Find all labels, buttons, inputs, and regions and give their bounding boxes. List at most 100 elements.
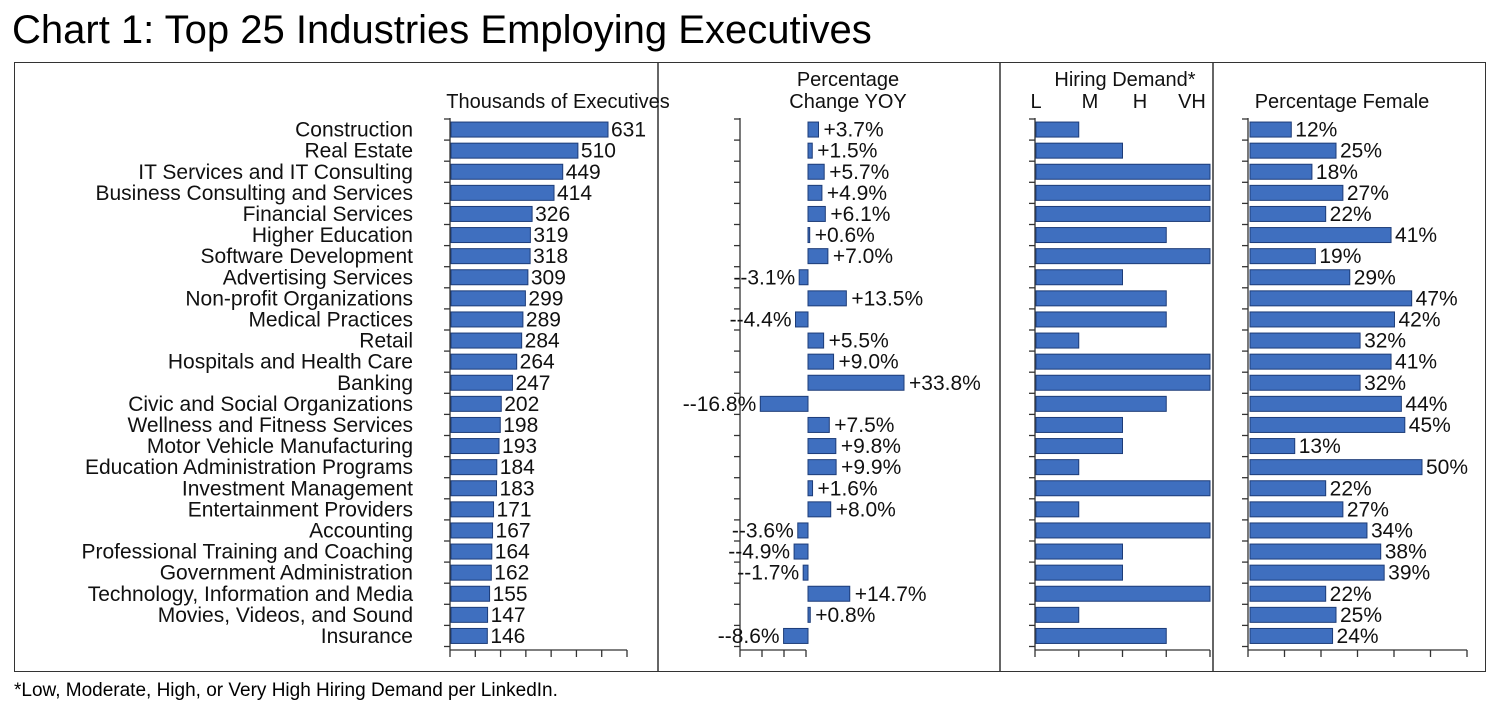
female-pct-bar (1249, 459, 1423, 476)
female-pct-label: 34% (1371, 519, 1413, 542)
executives-bar (450, 269, 529, 286)
hiring-demand-bar (1035, 353, 1211, 370)
female-pct-bar (1249, 374, 1361, 391)
panel-header: Percentage Female (1255, 91, 1430, 113)
yoy-change-label: +7.0% (833, 245, 893, 268)
hiring-demand-bar (1035, 311, 1167, 328)
female-pct-bar (1249, 269, 1351, 286)
yoy-change-label: +5.7% (829, 161, 889, 184)
yoy-change-label: --4.4% (730, 308, 792, 331)
hiring-demand-bar (1035, 416, 1123, 433)
executives-value-label: 171 (497, 498, 532, 521)
female-pct-bar (1249, 522, 1368, 539)
hiring-demand-bar (1035, 290, 1167, 307)
executives-value-label: 510 (581, 140, 616, 163)
executives-bar (450, 459, 498, 476)
female-pct-bar (1249, 543, 1382, 560)
female-pct-label: 27% (1347, 498, 1389, 521)
executives-value-label: 318 (533, 245, 568, 268)
executives-bar (450, 416, 501, 433)
yoy-change-bar (797, 522, 809, 539)
executives-value-label: 289 (526, 308, 561, 331)
hiring-demand-bar (1035, 564, 1123, 581)
hiring-demand-bar (1035, 480, 1211, 497)
category-label: Technology, Information and Media (88, 583, 414, 606)
executives-bar (450, 438, 500, 455)
executives-bar (450, 522, 494, 539)
female-pct-label: 25% (1340, 604, 1382, 627)
executives-value-label: 264 (520, 351, 555, 374)
executives-bar (450, 374, 513, 391)
yoy-change-bar (795, 311, 809, 328)
executives-bar (450, 163, 564, 180)
yoy-change-label: +6.1% (830, 203, 890, 226)
yoy-change-bar (807, 290, 847, 307)
hiring-demand-bar (1035, 121, 1080, 138)
female-pct-label: 38% (1385, 541, 1427, 564)
category-label: Non-profit Organizations (185, 287, 413, 310)
category-label: Software Development (201, 245, 414, 268)
executives-value-label: 198 (503, 414, 538, 437)
yoy-change-bar (759, 395, 809, 412)
panel-header: Thousands of Executives (446, 91, 669, 113)
executives-bar (450, 353, 518, 370)
executives-value-label: 299 (528, 287, 563, 310)
hiring-demand-bar (1035, 438, 1123, 455)
female-pct-bar (1249, 395, 1402, 412)
yoy-change-bar (802, 564, 809, 581)
female-pct-bar (1249, 311, 1395, 328)
yoy-change-bar (807, 163, 825, 180)
panel-header: Hiring Demand* (1054, 69, 1195, 91)
yoy-change-bar (798, 269, 809, 286)
yoy-change-bar (807, 184, 823, 201)
category-label: Accounting (309, 519, 413, 542)
female-pct-bar (1249, 332, 1361, 349)
yoy-change-bar (807, 501, 832, 518)
female-pct-bar (1249, 353, 1392, 370)
yoy-change-bar (793, 543, 809, 560)
female-pct-bar (1249, 227, 1392, 244)
category-label: Real Estate (304, 140, 413, 163)
female-pct-bar (1249, 142, 1337, 159)
category-label: Hospitals and Health Care (168, 351, 413, 374)
female-pct-label: 32% (1364, 372, 1406, 395)
executives-value-label: 631 (611, 119, 646, 142)
category-label: Education Administration Programs (85, 456, 413, 479)
executives-value-label: 247 (515, 372, 550, 395)
yoy-change-label: +8.0% (836, 498, 896, 521)
category-label: Financial Services (243, 203, 413, 226)
yoy-change-label: +0.6% (815, 224, 875, 247)
female-pct-label: 25% (1340, 140, 1382, 163)
panel-header: Change YOY (789, 91, 907, 113)
category-label: Movies, Videos, and Sound (158, 604, 413, 627)
yoy-change-label: +4.9% (827, 182, 887, 205)
yoy-change-bar (807, 248, 829, 265)
executives-bar (450, 585, 491, 602)
hiring-demand-bar (1035, 142, 1123, 159)
executives-value-label: 326 (535, 203, 570, 226)
executives-value-label: 414 (557, 182, 592, 205)
female-pct-bar (1249, 480, 1327, 497)
demand-tick-label: L (1030, 91, 1041, 113)
hiring-demand-bar (1035, 459, 1080, 476)
hiring-demand-bar (1035, 395, 1167, 412)
executives-value-label: 202 (504, 393, 539, 416)
category-label: Professional Training and Coaching (81, 541, 413, 564)
executives-value-label: 319 (533, 224, 568, 247)
yoy-change-bar (807, 205, 826, 222)
category-label: Insurance (321, 625, 413, 648)
category-label: Wellness and Fitness Services (127, 414, 413, 437)
category-label: Construction (295, 119, 413, 142)
hiring-demand-bar (1035, 543, 1123, 560)
yoy-change-bar (807, 480, 814, 497)
female-pct-label: 45% (1409, 414, 1451, 437)
executives-value-label: 146 (490, 625, 525, 648)
female-pct-label: 27% (1347, 182, 1389, 205)
demand-tick-label: VH (1178, 91, 1206, 113)
executives-bar (450, 248, 531, 265)
category-label: Advertising Services (223, 266, 413, 289)
female-pct-label: 41% (1395, 351, 1437, 374)
female-pct-label: 22% (1330, 583, 1372, 606)
female-pct-label: 29% (1354, 266, 1396, 289)
